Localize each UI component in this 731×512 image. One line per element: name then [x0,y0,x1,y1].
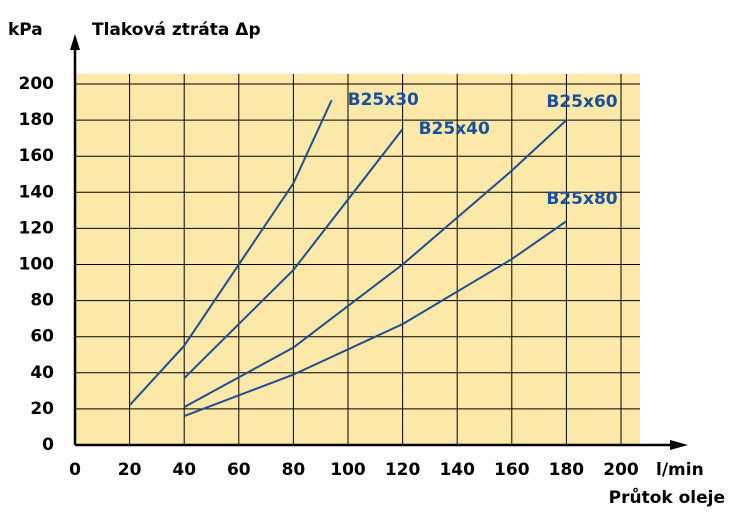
series-label: B25x30 [348,90,419,110]
series-label: B25x60 [546,92,617,112]
series-line [128,99,333,406]
y-tick-label: 20 [30,399,54,419]
x-tick-label: 60 [227,460,251,480]
x-tick-label: 120 [385,460,421,480]
x-axis-arrow [670,440,688,450]
y-axis-arrow [70,34,80,50]
series-line [183,220,567,418]
x-tick-label: 100 [330,460,366,480]
x-tick-label: 200 [603,460,639,480]
series-line [183,128,404,379]
y-unit: kPa [8,20,43,40]
y-tick-label: 0 [42,435,54,455]
chart-title: Tlaková ztráta Δp [92,20,261,40]
series-line [183,119,568,408]
x-tick-label: 20 [118,460,142,480]
y-tick-label: 160 [19,146,55,166]
y-tick-label: 180 [19,110,55,130]
x-tick-label: 180 [549,460,585,480]
y-tick-label: 40 [30,363,54,383]
x-axis-label: Průtok oleje [609,486,725,508]
x-tick-label: 40 [172,460,196,480]
plot-background [75,74,640,445]
x-tick-label: 80 [282,460,306,480]
y-tick-label: 60 [30,327,54,347]
y-tick-label: 200 [19,74,55,94]
y-tick-label: 120 [19,218,55,238]
x-tick-label: 160 [494,460,530,480]
y-tick-label: 140 [19,182,55,202]
x-unit: l/min [656,460,704,480]
series-label: B25x80 [546,189,617,209]
y-tick-label: 80 [30,291,54,311]
x-tick-label: 140 [439,460,475,480]
x-tick-label: 0 [69,460,81,480]
series-label: B25x40 [419,119,490,139]
y-tick-label: 100 [19,255,55,275]
